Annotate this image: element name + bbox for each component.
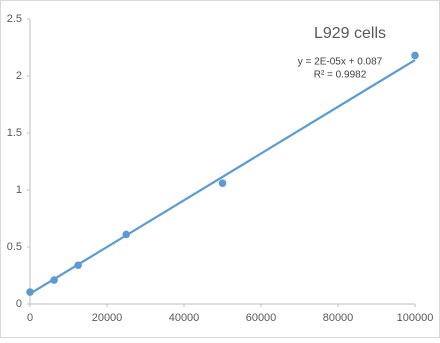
x-tick-label: 20000 <box>92 312 123 324</box>
r-squared: R² = 0.9982 <box>314 70 367 81</box>
chart-title: L929 cells <box>314 25 386 42</box>
point <box>26 288 34 296</box>
x-tick-label: 40000 <box>169 312 200 324</box>
point <box>74 261 82 270</box>
y-tick-label: 0 <box>16 298 22 310</box>
trendline <box>29 59 416 295</box>
y-tick-label: 2.5 <box>7 13 22 25</box>
y-tick-label: 2 <box>16 70 22 82</box>
y-tick-label: 1.5 <box>7 127 22 139</box>
y-tick-label: 0.5 <box>7 241 22 253</box>
point <box>50 276 58 284</box>
equation: y = 2E-05x + 0.087 <box>298 57 383 68</box>
y-tick-label: 1 <box>16 184 22 196</box>
point <box>218 179 227 187</box>
point <box>122 230 131 239</box>
x-tick-label: 100000 <box>397 312 434 324</box>
point <box>411 51 419 60</box>
x-tick-label: 60000 <box>246 312 277 324</box>
x-tick-label: 80000 <box>323 312 354 324</box>
x-tick-label: 0 <box>27 312 33 324</box>
